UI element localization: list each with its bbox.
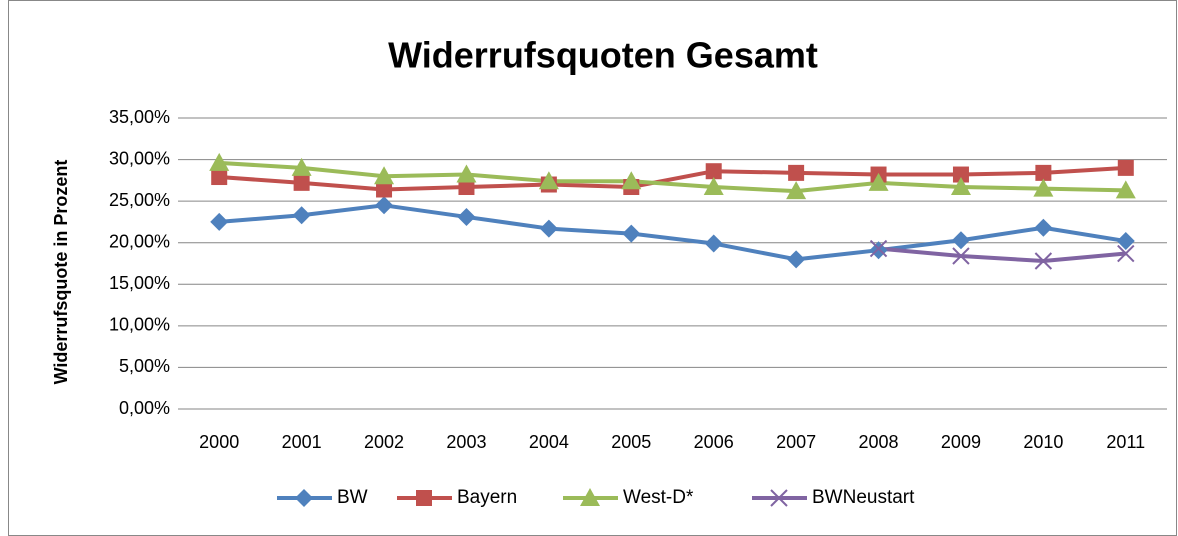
data-point bbox=[1116, 232, 1135, 251]
legend-label: BWNeustart bbox=[812, 487, 915, 508]
data-point bbox=[869, 239, 888, 258]
data-point bbox=[293, 174, 310, 191]
data-point bbox=[704, 234, 723, 253]
y-tick-label: 35,00% bbox=[109, 107, 170, 127]
data-point bbox=[210, 212, 229, 231]
legend-marker bbox=[580, 488, 600, 506]
legend-label: West-D* bbox=[623, 487, 694, 508]
y-tick-label: 0,00% bbox=[119, 398, 170, 418]
data-point bbox=[786, 181, 807, 200]
data-point bbox=[539, 219, 558, 238]
x-tick-label: 2009 bbox=[941, 432, 981, 452]
legend-marker bbox=[295, 489, 313, 507]
data-point bbox=[291, 157, 312, 176]
data-point bbox=[456, 164, 477, 183]
legend-label: BW bbox=[337, 487, 368, 508]
data-point bbox=[787, 250, 806, 269]
data-point bbox=[868, 172, 889, 191]
x-tick-label: 2004 bbox=[529, 432, 569, 452]
data-point bbox=[374, 166, 395, 185]
data-point bbox=[458, 179, 475, 196]
data-point bbox=[1034, 252, 1053, 270]
y-tick-label: 20,00% bbox=[109, 231, 170, 251]
data-point bbox=[376, 181, 393, 198]
y-tick-label: 5,00% bbox=[119, 356, 170, 376]
legend-label: Bayern bbox=[457, 487, 517, 508]
data-point bbox=[705, 163, 722, 180]
data-point bbox=[622, 224, 641, 243]
data-point bbox=[457, 207, 476, 226]
series-line bbox=[878, 246, 1126, 264]
x-tick-label: 2011 bbox=[1106, 432, 1145, 452]
x-tick-label: 2005 bbox=[611, 432, 651, 452]
data-point bbox=[1035, 164, 1052, 181]
data-point bbox=[1117, 244, 1135, 263]
y-tick-label: 15,00% bbox=[109, 273, 170, 293]
data-point bbox=[1115, 180, 1136, 199]
data-point bbox=[788, 164, 805, 181]
chart-title: Widerrufsquoten Gesamt bbox=[388, 35, 818, 76]
series-line bbox=[219, 203, 1127, 262]
data-point bbox=[375, 196, 394, 215]
data-point bbox=[869, 241, 888, 260]
x-tick-label: 2008 bbox=[859, 432, 899, 452]
data-point bbox=[292, 206, 311, 225]
data-point bbox=[1117, 159, 1134, 176]
x-tick-label: 2003 bbox=[446, 432, 486, 452]
data-point bbox=[621, 171, 642, 190]
legend-marker bbox=[416, 490, 432, 506]
x-tick-label: 2000 bbox=[199, 432, 239, 452]
data-point bbox=[952, 247, 970, 265]
x-tick-label: 2007 bbox=[776, 432, 816, 452]
data-point bbox=[211, 169, 228, 186]
legend-marker bbox=[770, 489, 788, 507]
series-line bbox=[219, 160, 1126, 194]
y-tick-label: 30,00% bbox=[109, 148, 170, 168]
y-tick-label: 25,00% bbox=[109, 190, 170, 210]
series-line bbox=[219, 165, 1126, 192]
data-point bbox=[1033, 178, 1054, 197]
chart-border bbox=[8, 0, 1177, 536]
data-point bbox=[703, 177, 724, 196]
x-tick-label: 2001 bbox=[282, 432, 322, 452]
data-point bbox=[950, 177, 971, 196]
data-point bbox=[209, 152, 230, 171]
x-tick-label: 2002 bbox=[364, 432, 404, 452]
x-tick-label: 2006 bbox=[694, 432, 734, 452]
x-tick-label: 2010 bbox=[1023, 432, 1063, 452]
y-axis-label: Widerrufsquote in Prozent bbox=[51, 160, 71, 385]
data-point bbox=[951, 231, 970, 250]
data-point bbox=[538, 171, 559, 190]
data-point bbox=[952, 166, 969, 183]
data-point bbox=[1034, 218, 1053, 237]
y-tick-label: 10,00% bbox=[109, 315, 170, 335]
